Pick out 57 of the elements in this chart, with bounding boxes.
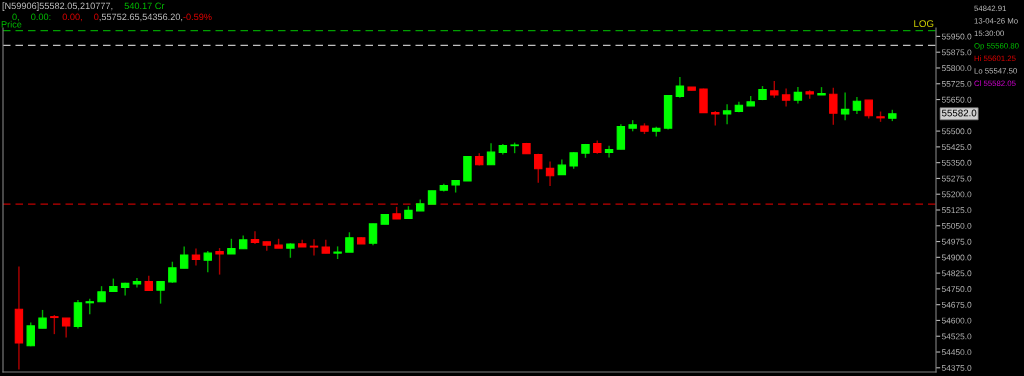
text: LOG: [914, 20, 934, 28]
candlestick: [73, 299, 83, 330]
candlestick: [699, 87, 708, 114]
candlestick: [168, 261, 177, 284]
y-tick-label: 55950.0: [941, 33, 972, 40]
y-tick-label: 54975.0: [941, 238, 972, 245]
text: 0,: [12, 13, 19, 22]
text: 0.00,: [62, 13, 82, 22]
candlestick: [545, 160, 555, 187]
candlestick: [179, 245, 189, 269]
y-tick-label: 54675.0: [941, 301, 972, 308]
candlestick: [61, 317, 71, 339]
text: 0.00:: [31, 13, 51, 21]
candlestick: [486, 142, 496, 166]
y-tick-label: 55200.0: [941, 191, 972, 198]
y-tick-label: 55125.0: [941, 207, 972, 214]
text: Price: [1, 20, 22, 28]
candlestick: [534, 153, 543, 184]
y-tick-label: 54600.0: [941, 317, 972, 324]
y-tick-label: 55875.0: [941, 49, 972, 56]
y-tick-label: 54900.0: [941, 254, 972, 261]
y-tick-label: 54750.0: [941, 286, 972, 292]
y-tick-label: 55425.0: [941, 144, 972, 150]
y-tick-label: 55050.0: [941, 222, 972, 229]
candlestick: [203, 250, 212, 273]
text: -0.59%: [183, 13, 212, 21]
y-tick-label: 55800.0: [941, 65, 972, 72]
candlestick: [829, 87, 838, 126]
y-tick-label: 54525.0: [941, 333, 972, 340]
candlestick: [345, 231, 354, 253]
text: 540.17 Cr: [124, 2, 165, 10]
candlestick: [864, 99, 873, 120]
candlestick: [309, 238, 319, 257]
candlestick: [616, 123, 626, 150]
candlestick: [50, 314, 59, 335]
y-tick-label: 54375.0: [941, 364, 972, 371]
candlestick: [191, 247, 201, 267]
text: 0: [94, 13, 99, 21]
candlestick: [215, 247, 224, 276]
text: [N59906]55582.05,210777,: [2, 2, 113, 11]
y-tick-label: 55275.0: [941, 175, 972, 182]
candlestick: [250, 230, 260, 245]
candlestick: [675, 76, 685, 99]
y-tick-label: 55650.0: [941, 96, 972, 103]
candlestick: [156, 280, 165, 305]
candlestick: [368, 222, 378, 246]
y-tick-label: 54825.0: [941, 270, 972, 277]
y-tick-label: 55350.0: [941, 159, 972, 166]
candlestick: [722, 103, 732, 125]
y-tick-label: 55725.0: [941, 80, 972, 87]
y-tick-label: 55500.0: [941, 128, 972, 135]
text: 55582.0: [941, 109, 977, 117]
y-tick-label: 54450.0: [941, 349, 972, 356]
candlestick: [781, 87, 791, 108]
candlestick: [840, 91, 850, 121]
candlestick: [38, 309, 47, 329]
text: ,55752.65,54356.20,: [99, 13, 183, 22]
